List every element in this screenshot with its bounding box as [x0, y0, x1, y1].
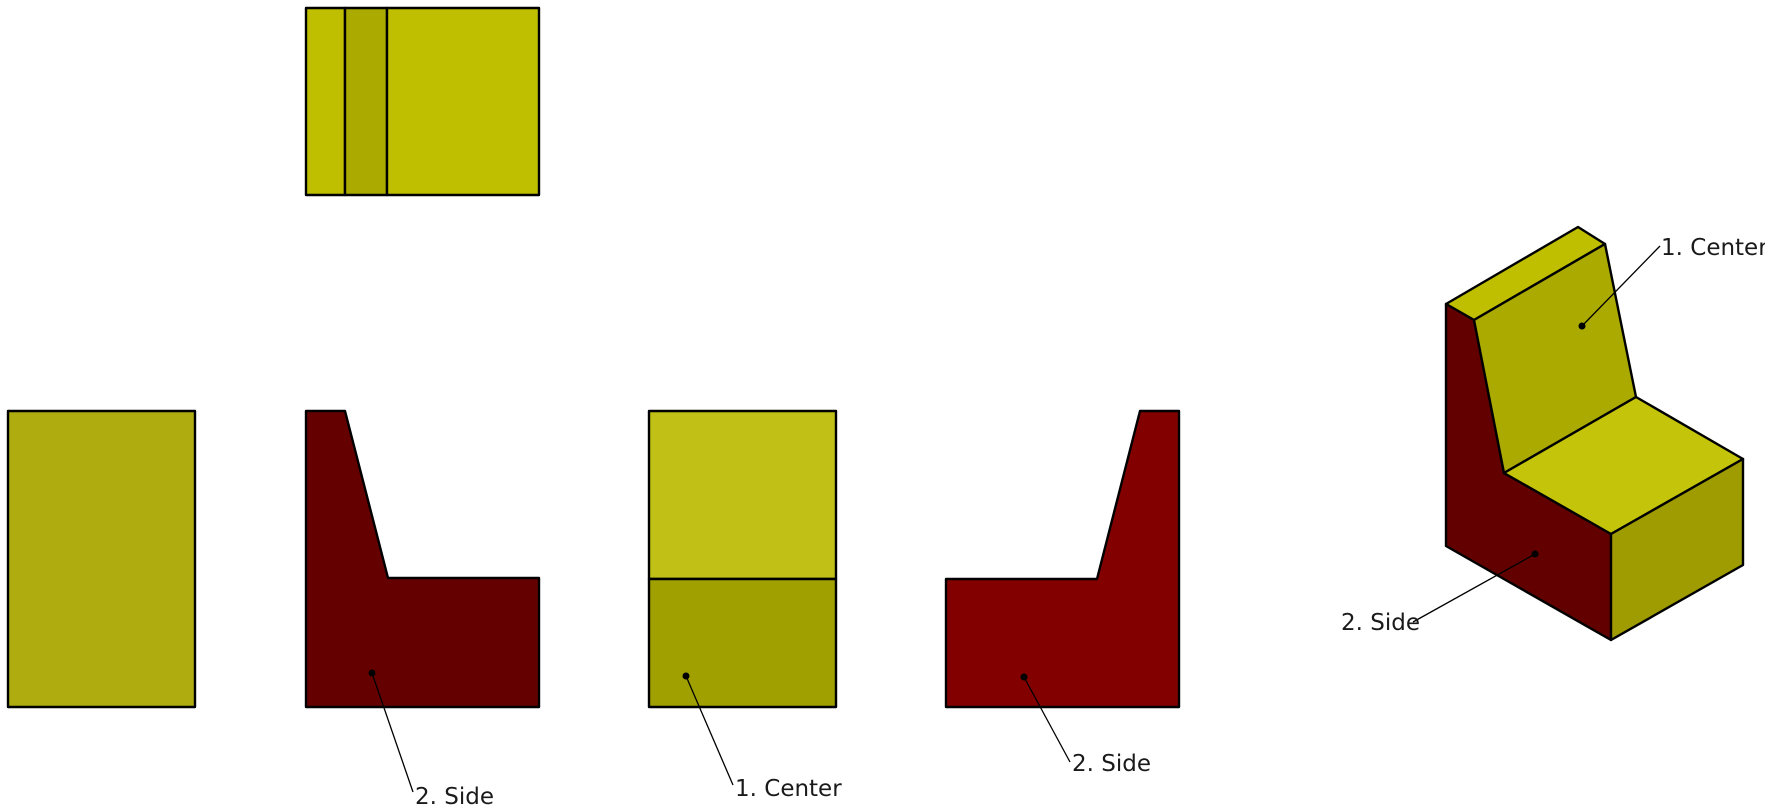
front-view-seat-lower [647, 577, 838, 709]
side-view-right-callout: 2. Side [1072, 751, 1151, 777]
front-view-leader-dot [682, 672, 690, 680]
side-view-left-profile [304, 409, 541, 709]
side-view-right-leader [1023, 676, 1071, 763]
top-view [304, 6, 541, 197]
top-view-seat-area [385, 6, 541, 197]
rear-view-face [6, 409, 197, 709]
iso-center-leader [1581, 245, 1661, 327]
front-view-leader [685, 675, 734, 786]
front-view-back-upper [647, 409, 838, 581]
front-view-callout: 1. Center [735, 776, 842, 802]
iso-center-callout: 1. Center [1661, 235, 1765, 261]
front-view: 1. Center [647, 409, 842, 802]
side-view-left: 2. Side [304, 409, 541, 810]
iso-side-leader [1412, 553, 1536, 623]
iso-seat-front [1609, 457, 1745, 642]
side-view-left-leader-dot [368, 669, 376, 677]
top-view-left-strip [304, 6, 347, 197]
side-view-right: 2. Side [944, 409, 1181, 777]
side-view-left-leader [371, 672, 414, 793]
isometric-view: 1. Center 2. Side [1341, 225, 1765, 642]
side-view-right-profile [944, 409, 1181, 709]
rear-view [6, 409, 197, 709]
top-view-center-strip [343, 6, 389, 197]
iso-side-callout: 2. Side [1341, 610, 1420, 636]
side-view-left-callout: 2. Side [415, 784, 494, 810]
side-view-right-leader-dot [1020, 673, 1028, 681]
iso-center-leader-dot [1578, 322, 1586, 330]
iso-side-leader-dot [1531, 550, 1539, 558]
